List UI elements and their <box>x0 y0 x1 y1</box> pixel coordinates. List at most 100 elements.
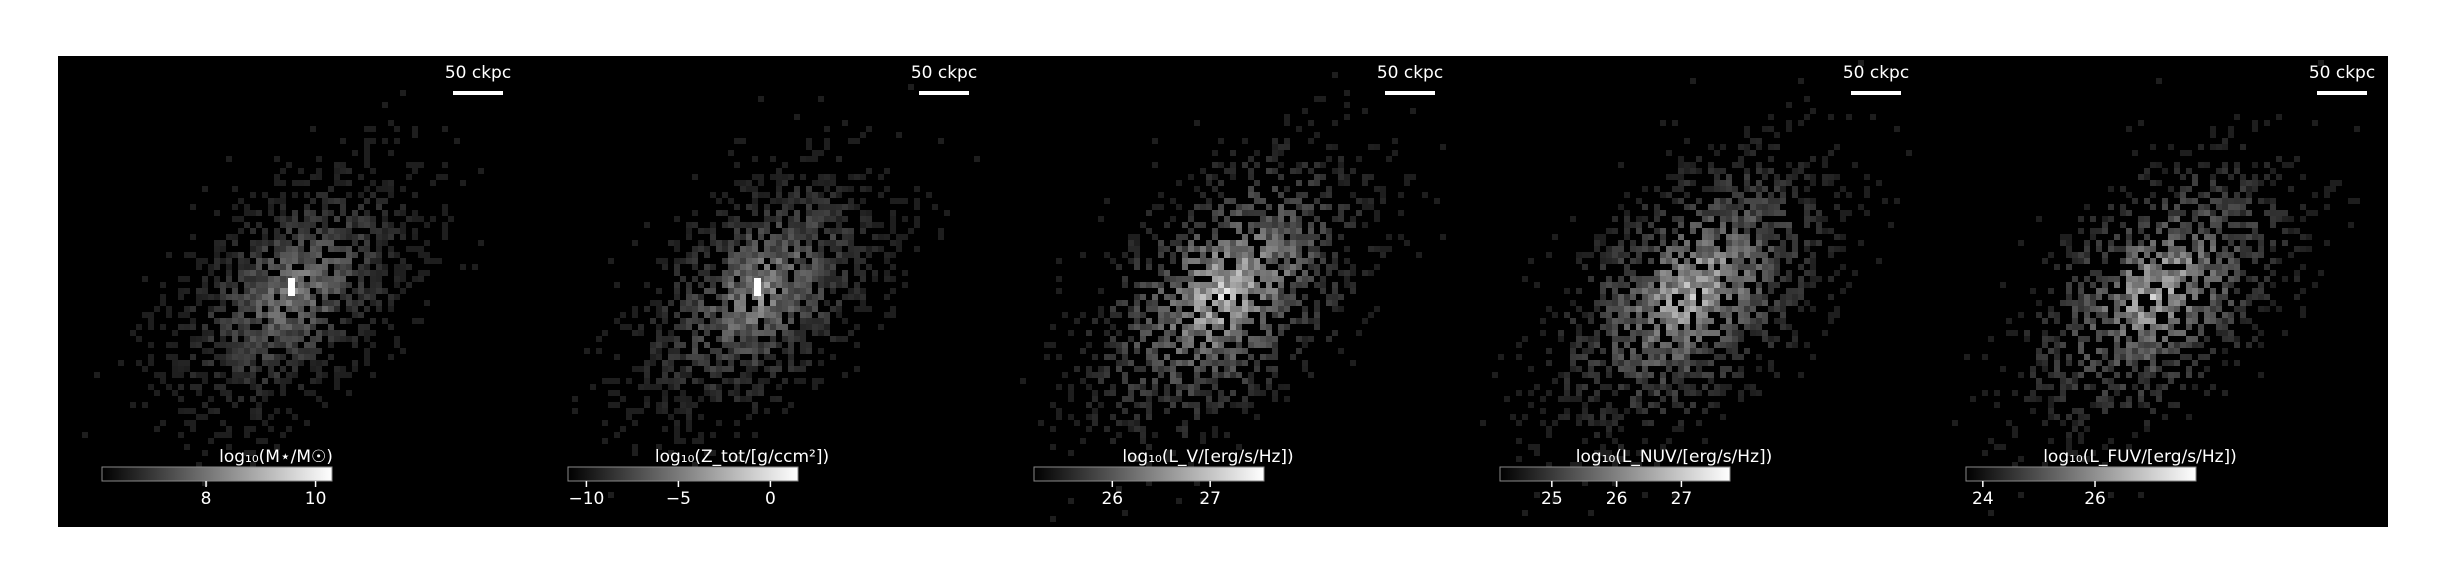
image-pixel <box>1188 240 1194 246</box>
image-pixel <box>214 408 220 414</box>
image-pixel <box>1164 456 1170 462</box>
image-pixel <box>1110 414 1116 420</box>
image-pixel <box>1314 96 1320 102</box>
image-pixel <box>310 222 316 228</box>
image-pixel <box>226 234 232 240</box>
image-pixel <box>1176 372 1182 378</box>
image-pixel <box>656 324 662 330</box>
image-pixel <box>692 264 698 270</box>
image-pixel <box>1906 150 1912 156</box>
image-pixel <box>322 264 328 270</box>
image-pixel <box>310 312 316 318</box>
image-pixel <box>130 330 136 336</box>
image-pixel <box>650 318 656 324</box>
image-pixel <box>752 366 758 372</box>
image-pixel <box>268 258 274 264</box>
image-pixel <box>442 222 448 228</box>
image-pixel <box>1284 264 1290 270</box>
image-pixel <box>728 282 734 288</box>
image-pixel <box>1128 396 1134 402</box>
image-pixel <box>346 270 352 276</box>
image-pixel <box>710 450 716 456</box>
image-pixel <box>860 222 866 228</box>
image-pixel <box>250 288 256 294</box>
image-pixel <box>1086 426 1092 432</box>
image-pixel <box>710 348 716 354</box>
image-pixel <box>1206 360 1212 366</box>
image-pixel <box>1278 264 1284 270</box>
image-pixel <box>1194 384 1200 390</box>
image-pixel <box>298 348 304 354</box>
image-pixel <box>262 276 268 282</box>
image-pixel <box>1296 234 1302 240</box>
image-pixel <box>1326 192 1332 198</box>
image-pixel <box>860 228 866 234</box>
image-pixel <box>1098 378 1104 384</box>
image-pixel <box>1720 390 1726 396</box>
image-pixel <box>316 318 322 324</box>
image-pixel <box>1116 330 1122 336</box>
image-pixel <box>1266 294 1272 300</box>
image-pixel <box>1296 336 1302 342</box>
image-pixel <box>310 294 316 300</box>
image-pixel <box>1194 414 1200 420</box>
image-pixel <box>656 408 662 414</box>
image-pixel <box>352 240 358 246</box>
image-pixel <box>232 294 238 300</box>
image-pixel <box>376 228 382 234</box>
image-pixel <box>292 258 298 264</box>
image-pixel <box>256 306 262 312</box>
image-pixel <box>824 228 830 234</box>
image-pixel <box>854 204 860 210</box>
image-pixel <box>722 210 728 216</box>
image-pixel <box>304 264 310 270</box>
image-pixel <box>1398 210 1404 216</box>
image-pixel <box>238 372 244 378</box>
image-pixel <box>680 402 686 408</box>
image-pixel <box>1140 324 1146 330</box>
image-pixel <box>1200 168 1206 174</box>
image-pixel <box>782 246 788 252</box>
image-pixel <box>1624 372 1630 378</box>
image-pixel <box>1386 234 1392 240</box>
image-pixel <box>1636 300 1642 306</box>
image-pixel <box>674 432 680 438</box>
image-pixel <box>758 312 764 318</box>
image-pixel <box>866 222 872 228</box>
image-pixel <box>1176 348 1182 354</box>
image-pixel <box>352 222 358 228</box>
image-pixel <box>1200 258 1206 264</box>
image-pixel <box>656 258 662 264</box>
image-pixel <box>1134 294 1140 300</box>
image-pixel <box>1170 282 1176 288</box>
image-pixel <box>728 264 734 270</box>
image-pixel <box>722 276 728 282</box>
image-pixel <box>1320 192 1326 198</box>
image-pixel <box>262 390 268 396</box>
image-pixel <box>1236 204 1242 210</box>
image-pixel <box>1218 204 1224 210</box>
image-pixel <box>340 330 346 336</box>
image-pixel <box>1188 312 1194 318</box>
image-pixel <box>1828 180 1834 186</box>
image-pixel <box>722 318 728 324</box>
image-pixel <box>376 300 382 306</box>
image-pixel <box>310 126 316 132</box>
image-pixel <box>1302 360 1308 366</box>
image-pixel <box>824 312 830 318</box>
image-pixel <box>1236 318 1242 324</box>
image-pixel <box>1104 330 1110 336</box>
image-pixel <box>1194 408 1200 414</box>
image-pixel <box>1164 312 1170 318</box>
image-pixel <box>1594 360 1600 366</box>
image-pixel <box>818 174 824 180</box>
image-pixel <box>202 336 208 342</box>
image-pixel <box>1206 204 1212 210</box>
image-pixel <box>316 174 322 180</box>
image-pixel <box>1302 294 1308 300</box>
image-pixel <box>1648 402 1654 408</box>
image-pixel <box>1188 246 1194 252</box>
image-pixel <box>1260 222 1266 228</box>
image-pixel <box>292 372 298 378</box>
image-pixel <box>1732 276 1738 282</box>
